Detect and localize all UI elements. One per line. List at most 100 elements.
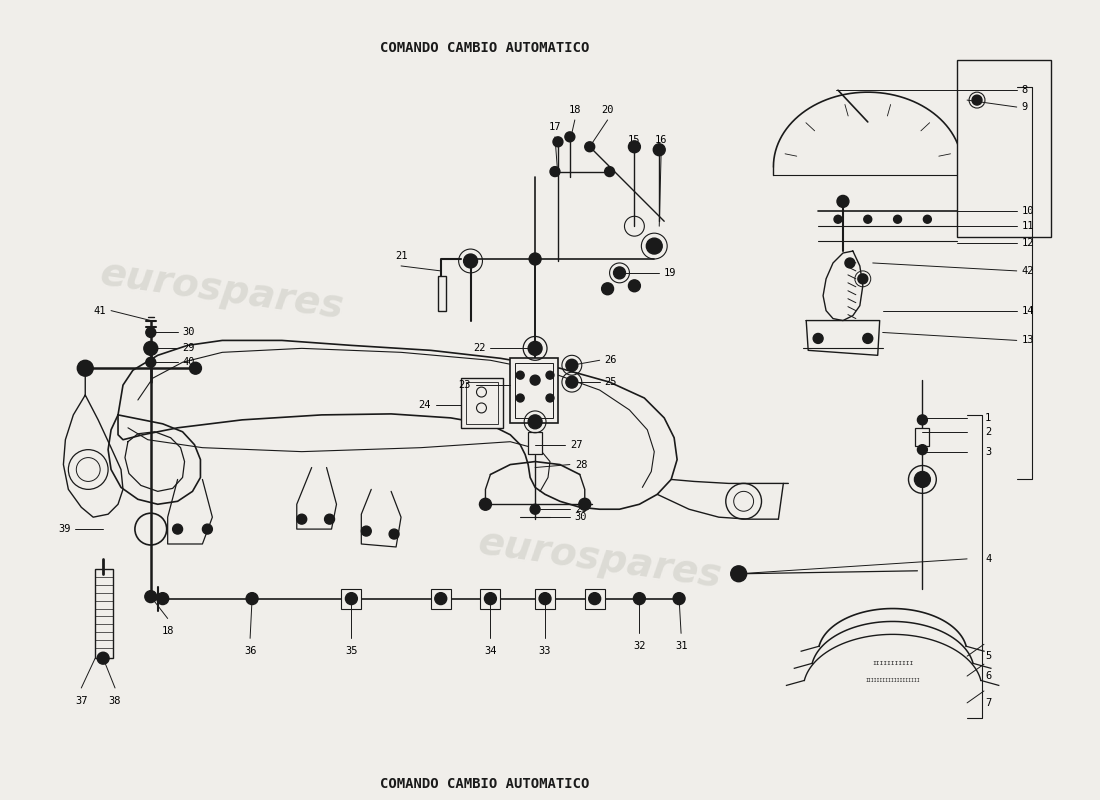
Circle shape — [516, 394, 525, 402]
Text: 1: 1 — [984, 413, 991, 423]
Circle shape — [813, 334, 823, 343]
Text: 39: 39 — [58, 524, 70, 534]
Text: 22: 22 — [473, 343, 485, 354]
Text: 13: 13 — [1022, 335, 1034, 346]
Circle shape — [546, 371, 554, 379]
Circle shape — [914, 471, 931, 487]
Circle shape — [972, 95, 982, 105]
Bar — [510, 358, 558, 423]
Text: 3: 3 — [984, 446, 991, 457]
Text: 19: 19 — [664, 268, 676, 278]
Text: 35: 35 — [345, 646, 358, 656]
Bar — [957, 60, 1052, 237]
Circle shape — [917, 415, 927, 425]
Circle shape — [550, 166, 560, 177]
Circle shape — [565, 359, 578, 371]
Text: 24: 24 — [418, 400, 431, 410]
Circle shape — [173, 524, 183, 534]
Circle shape — [530, 375, 540, 385]
Circle shape — [345, 593, 358, 605]
Text: 6: 6 — [984, 671, 991, 681]
Circle shape — [463, 254, 477, 268]
Bar — [481, 589, 500, 609]
Circle shape — [553, 137, 563, 146]
Bar — [585, 589, 605, 609]
Text: 20: 20 — [602, 105, 614, 115]
Circle shape — [634, 593, 646, 605]
Text: 36: 36 — [244, 646, 256, 656]
Circle shape — [246, 593, 258, 605]
Text: 29: 29 — [575, 504, 587, 514]
Circle shape — [579, 498, 591, 510]
Text: 33: 33 — [539, 646, 551, 656]
Text: 30: 30 — [575, 512, 587, 522]
Bar — [431, 589, 451, 609]
Text: 5: 5 — [984, 651, 991, 662]
Circle shape — [917, 445, 927, 454]
Bar — [96, 569, 113, 658]
Circle shape — [480, 498, 492, 510]
Text: eurospares: eurospares — [475, 523, 724, 595]
Circle shape — [202, 524, 212, 534]
Text: 17: 17 — [549, 122, 561, 132]
Text: 7: 7 — [984, 698, 991, 708]
Text: 37: 37 — [75, 696, 88, 706]
Circle shape — [361, 526, 372, 536]
Text: COMANDO CAMBIO AUTOMATICO: COMANDO CAMBIO AUTOMATICO — [379, 778, 590, 791]
Circle shape — [628, 141, 640, 153]
Circle shape — [434, 593, 447, 605]
Circle shape — [653, 144, 666, 156]
Circle shape — [845, 258, 855, 268]
Text: 21: 21 — [395, 251, 407, 261]
Text: 14: 14 — [1022, 306, 1034, 316]
Circle shape — [628, 280, 640, 292]
Bar — [915, 428, 930, 446]
Circle shape — [585, 142, 595, 152]
Bar — [535, 589, 556, 609]
Text: 41: 41 — [94, 306, 106, 316]
Circle shape — [389, 529, 399, 539]
Circle shape — [144, 342, 157, 355]
Text: 11: 11 — [1022, 222, 1034, 231]
Bar — [528, 432, 542, 454]
Text: 10: 10 — [1022, 206, 1034, 216]
Text: 18: 18 — [162, 626, 174, 637]
Text: 23: 23 — [458, 380, 471, 390]
Circle shape — [862, 334, 872, 343]
Circle shape — [484, 593, 496, 605]
Circle shape — [565, 132, 575, 142]
Circle shape — [77, 360, 94, 376]
Text: 4: 4 — [984, 554, 991, 564]
Circle shape — [730, 566, 747, 582]
Text: 15: 15 — [628, 134, 640, 145]
Circle shape — [837, 195, 849, 207]
Text: COMANDO CAMBIO AUTOMATICO: COMANDO CAMBIO AUTOMATICO — [379, 41, 590, 55]
Circle shape — [539, 593, 551, 605]
Circle shape — [528, 342, 542, 355]
Circle shape — [145, 590, 157, 602]
Bar — [515, 363, 553, 418]
Circle shape — [528, 415, 542, 429]
Text: 25: 25 — [605, 377, 617, 387]
Bar — [461, 378, 504, 428]
Text: 16: 16 — [654, 134, 668, 145]
Circle shape — [516, 371, 525, 379]
Circle shape — [602, 283, 614, 294]
Circle shape — [923, 215, 932, 223]
Circle shape — [546, 394, 554, 402]
Circle shape — [324, 514, 334, 524]
Circle shape — [614, 267, 626, 279]
Circle shape — [146, 358, 156, 367]
Text: 42: 42 — [1022, 266, 1034, 276]
Circle shape — [157, 593, 168, 605]
Circle shape — [189, 362, 201, 374]
Circle shape — [565, 376, 578, 388]
Text: 8: 8 — [1022, 85, 1028, 95]
Circle shape — [529, 253, 541, 265]
Text: 18: 18 — [569, 105, 581, 115]
Text: 30: 30 — [183, 327, 195, 338]
Text: 9: 9 — [1022, 102, 1028, 112]
Text: 28: 28 — [575, 459, 587, 470]
Circle shape — [605, 166, 615, 177]
Text: 31: 31 — [674, 642, 688, 651]
